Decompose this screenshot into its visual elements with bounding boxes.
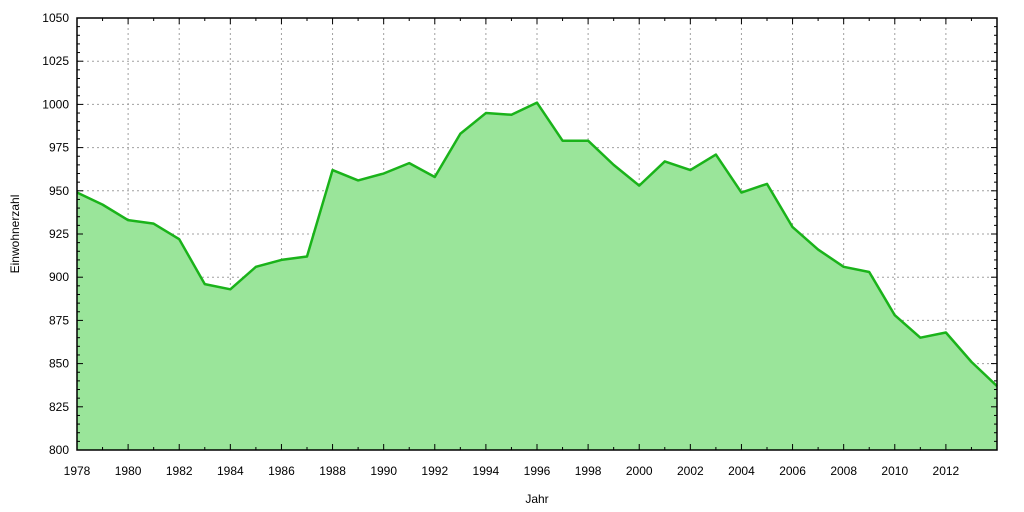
x-tick-label: 2000 [626, 464, 653, 478]
data-point [484, 112, 487, 115]
x-tick-label: 1990 [370, 464, 397, 478]
x-tick-label: 1988 [319, 464, 346, 478]
y-tick-label: 950 [49, 184, 69, 198]
data-point [280, 258, 283, 261]
data-point [944, 331, 947, 334]
data-point [970, 360, 973, 363]
x-tick-labels: 1978 1980 1982 1984 1986 1988 1990 1992 1994 1996… [64, 464, 960, 478]
data-point [433, 175, 436, 178]
y-tick-label: 800 [49, 443, 69, 457]
data-point [229, 288, 232, 291]
data-point [152, 222, 155, 225]
x-tick-label: 2002 [677, 464, 704, 478]
series-line [76, 101, 998, 387]
x-tick-label: 1992 [421, 464, 448, 478]
data-point [766, 182, 769, 185]
x-tick-label: 1986 [268, 464, 295, 478]
y-tick-label: 875 [49, 313, 69, 327]
data-point [331, 169, 334, 172]
data-point [306, 255, 309, 258]
x-tick-label: 1978 [64, 464, 91, 478]
y-tick-label: 825 [49, 400, 69, 414]
data-point [561, 139, 564, 142]
x-tick-label: 1996 [524, 464, 551, 478]
plot-frame [76, 17, 998, 451]
x-tick-label: 1984 [217, 464, 244, 478]
data-point [612, 163, 615, 166]
data-point [382, 172, 385, 175]
y-tick-label: 1000 [42, 97, 69, 111]
data-point [791, 226, 794, 229]
data-point [663, 160, 666, 163]
data-point [101, 203, 104, 206]
x-tick-label: 2012 [933, 464, 960, 478]
x-tick-label: 1998 [575, 464, 602, 478]
x-axis-title: Jahr [525, 492, 548, 506]
series-area [77, 102, 997, 450]
y-tick-label: 900 [49, 270, 69, 284]
x-tick-label: 2004 [728, 464, 755, 478]
x-tick-label: 2010 [881, 464, 908, 478]
data-point [868, 271, 871, 274]
data-point [638, 184, 641, 187]
data-point [817, 248, 820, 251]
data-point [919, 336, 922, 339]
y-tick-label: 925 [49, 227, 69, 241]
y-axis-title: Einwohnerzahl [8, 195, 22, 274]
data-point [203, 283, 206, 286]
y-tick-labels: 800 825 850 875 900 925 950 975 1000 1025 1050 [42, 11, 69, 457]
data-point [842, 265, 845, 268]
x-tick-label: 1994 [473, 464, 500, 478]
x-tick-label: 1982 [166, 464, 193, 478]
data-point [714, 153, 717, 156]
x-tick-label: 2006 [779, 464, 806, 478]
x-tick-label: 1980 [115, 464, 142, 478]
x-tick-label: 2008 [830, 464, 857, 478]
data-point [740, 191, 743, 194]
data-point [357, 179, 360, 182]
data-point [254, 265, 257, 268]
y-tick-label: 1050 [42, 11, 69, 25]
data-point [459, 132, 462, 135]
y-tick-label: 850 [49, 357, 69, 371]
data-point [510, 113, 513, 116]
data-point [587, 139, 590, 142]
data-point [689, 169, 692, 172]
data-point [127, 219, 130, 222]
y-tick-label: 975 [49, 141, 69, 155]
data-point [536, 101, 539, 104]
data-point [893, 314, 896, 317]
data-point [178, 238, 181, 241]
y-tick-label: 1025 [42, 54, 69, 68]
data-point [408, 162, 411, 165]
